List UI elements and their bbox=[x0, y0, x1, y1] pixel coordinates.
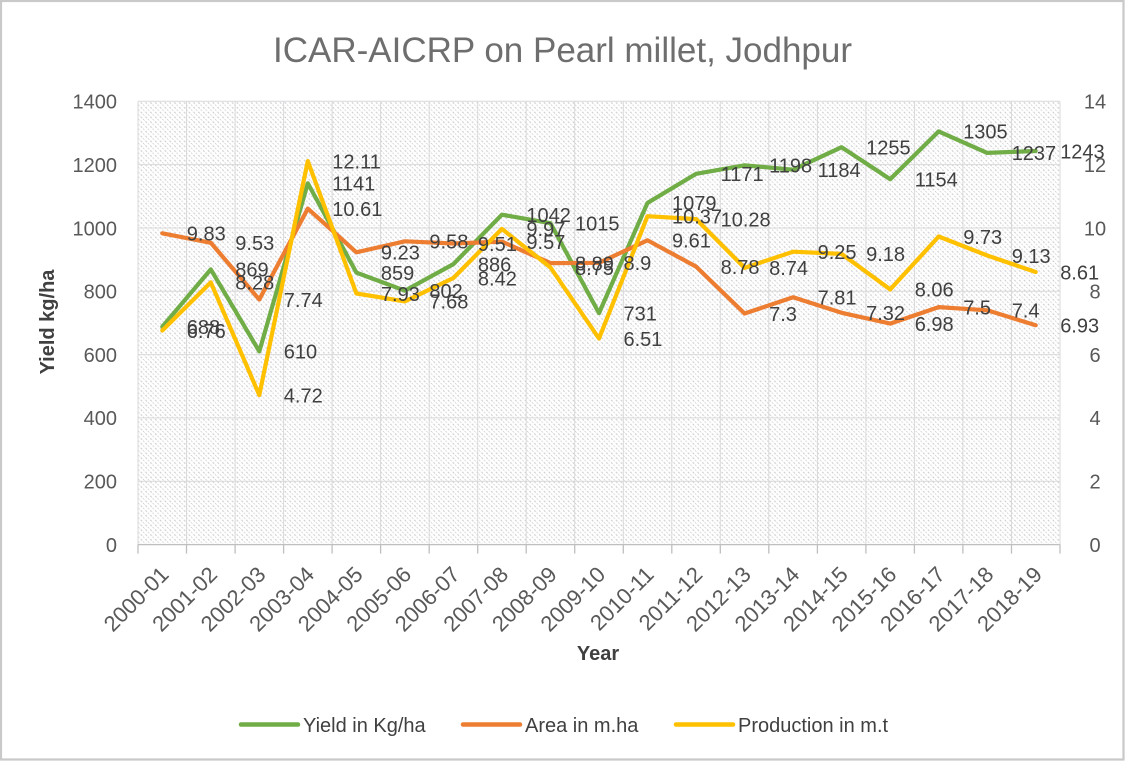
svg-text:10.28: 10.28 bbox=[721, 209, 771, 231]
svg-text:1000: 1000 bbox=[73, 218, 118, 240]
svg-text:0: 0 bbox=[106, 535, 117, 557]
svg-text:6: 6 bbox=[1089, 345, 1100, 367]
svg-text:0: 0 bbox=[1089, 535, 1100, 557]
svg-text:2: 2 bbox=[1089, 472, 1100, 494]
svg-text:7.74: 7.74 bbox=[284, 290, 323, 312]
svg-text:1237: 1237 bbox=[1012, 143, 1056, 165]
svg-text:8.74: 8.74 bbox=[769, 258, 808, 280]
svg-text:8: 8 bbox=[1089, 282, 1100, 304]
svg-text:ICAR-AICRP on Pearl millet, Jo: ICAR-AICRP on Pearl millet, Jodhpur bbox=[273, 31, 852, 70]
svg-text:200: 200 bbox=[84, 472, 117, 494]
svg-text:1255: 1255 bbox=[866, 138, 911, 160]
svg-text:Yield kg/ha: Yield kg/ha bbox=[37, 269, 59, 375]
svg-text:8.78: 8.78 bbox=[721, 257, 760, 279]
svg-text:1141: 1141 bbox=[332, 174, 375, 196]
svg-text:1154: 1154 bbox=[915, 170, 958, 192]
svg-text:1200: 1200 bbox=[73, 155, 118, 177]
svg-text:1079: 1079 bbox=[672, 193, 717, 215]
svg-text:1243: 1243 bbox=[1060, 141, 1105, 163]
svg-text:4.72: 4.72 bbox=[284, 385, 323, 407]
svg-text:7.93: 7.93 bbox=[381, 284, 420, 306]
svg-text:9.57: 9.57 bbox=[526, 232, 565, 254]
svg-text:9.53: 9.53 bbox=[235, 233, 274, 255]
svg-text:9.23: 9.23 bbox=[381, 243, 420, 265]
svg-text:8.89: 8.89 bbox=[575, 253, 614, 275]
svg-text:9.97: 9.97 bbox=[526, 219, 565, 241]
svg-text:8.75: 8.75 bbox=[575, 258, 614, 280]
svg-text:10.61: 10.61 bbox=[332, 199, 382, 221]
svg-text:800: 800 bbox=[84, 282, 117, 304]
svg-text:1198: 1198 bbox=[769, 156, 812, 178]
svg-text:8.9: 8.9 bbox=[624, 253, 652, 275]
svg-text:Production in m.t: Production in m.t bbox=[738, 715, 889, 737]
svg-text:10: 10 bbox=[1084, 218, 1106, 240]
svg-text:Yield in Kg/ha: Yield in Kg/ha bbox=[303, 715, 427, 737]
svg-text:600: 600 bbox=[84, 345, 117, 367]
svg-text:1042: 1042 bbox=[526, 205, 571, 227]
svg-text:9.58: 9.58 bbox=[429, 232, 468, 254]
svg-text:14: 14 bbox=[1084, 92, 1106, 114]
svg-text:12: 12 bbox=[1084, 155, 1106, 177]
svg-text:802: 802 bbox=[429, 281, 462, 303]
svg-text:6.93: 6.93 bbox=[1060, 316, 1099, 338]
svg-text:9.61: 9.61 bbox=[672, 231, 711, 253]
svg-text:869: 869 bbox=[235, 260, 268, 282]
svg-text:886: 886 bbox=[478, 254, 511, 276]
svg-text:7.32: 7.32 bbox=[866, 303, 905, 325]
svg-text:8.06: 8.06 bbox=[915, 280, 954, 302]
svg-text:1184: 1184 bbox=[818, 160, 861, 182]
svg-text:4: 4 bbox=[1089, 408, 1100, 430]
svg-text:9.18: 9.18 bbox=[866, 244, 905, 266]
svg-text:6.76: 6.76 bbox=[187, 321, 226, 343]
svg-text:610: 610 bbox=[284, 342, 317, 364]
svg-text:10.37: 10.37 bbox=[672, 207, 722, 229]
svg-text:Area in m.ha: Area in m.ha bbox=[525, 715, 639, 737]
svg-text:1015: 1015 bbox=[575, 214, 620, 236]
svg-text:Year: Year bbox=[577, 643, 619, 665]
svg-text:731: 731 bbox=[624, 303, 657, 325]
svg-text:9.83: 9.83 bbox=[187, 224, 226, 246]
svg-text:8.42: 8.42 bbox=[478, 268, 517, 290]
svg-text:1305: 1305 bbox=[963, 122, 1008, 144]
svg-text:7.5: 7.5 bbox=[963, 297, 991, 319]
svg-text:8.61: 8.61 bbox=[1060, 262, 1099, 284]
svg-text:1400: 1400 bbox=[73, 92, 118, 114]
svg-text:7.68: 7.68 bbox=[429, 292, 468, 314]
svg-text:7.3: 7.3 bbox=[769, 304, 797, 326]
svg-text:9.73: 9.73 bbox=[963, 227, 1002, 249]
svg-text:9.25: 9.25 bbox=[818, 242, 857, 264]
svg-text:7.81: 7.81 bbox=[818, 288, 857, 310]
svg-text:688: 688 bbox=[187, 317, 220, 339]
svg-text:7.4: 7.4 bbox=[1012, 301, 1040, 323]
svg-text:1171: 1171 bbox=[721, 164, 764, 186]
svg-text:400: 400 bbox=[84, 408, 117, 430]
svg-text:12.11: 12.11 bbox=[332, 151, 381, 173]
svg-text:859: 859 bbox=[381, 263, 414, 285]
svg-text:9.13: 9.13 bbox=[1012, 246, 1051, 268]
svg-text:6.98: 6.98 bbox=[915, 314, 954, 336]
svg-text:8.28: 8.28 bbox=[235, 273, 274, 295]
svg-text:6.51: 6.51 bbox=[624, 329, 663, 351]
svg-text:9.51: 9.51 bbox=[478, 234, 517, 256]
